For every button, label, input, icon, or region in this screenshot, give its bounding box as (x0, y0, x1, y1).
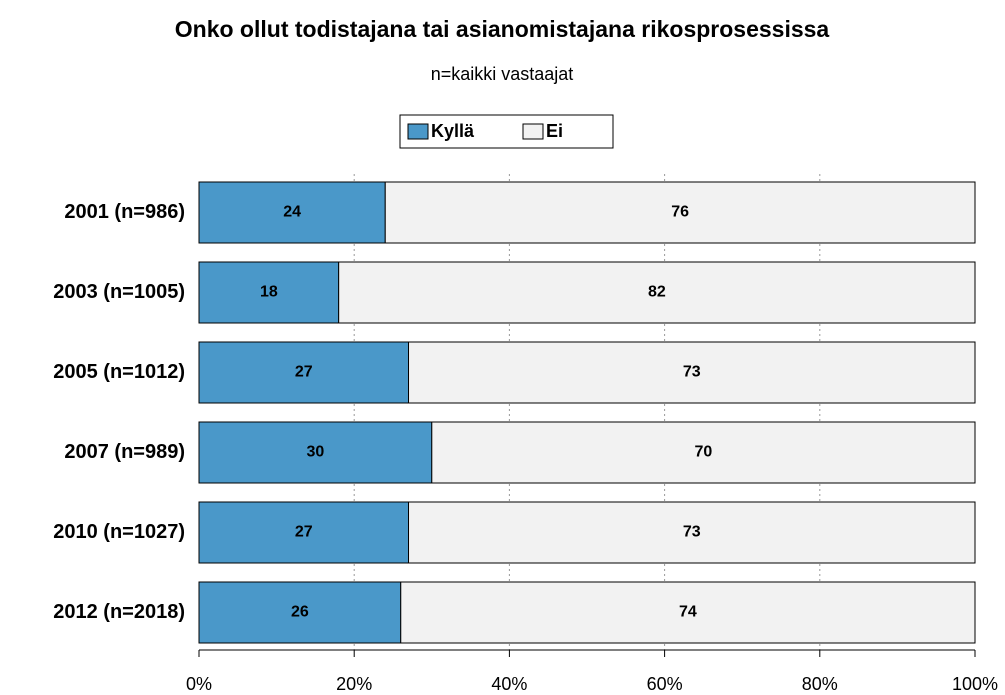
x-tick-label: 60% (647, 674, 683, 694)
data-label: 73 (683, 364, 701, 381)
data-label: 74 (679, 604, 697, 621)
bar-segment (198, 421, 433, 484)
x-tick-label: 80% (802, 674, 838, 694)
legend-box (399, 114, 614, 149)
data-label: 70 (695, 444, 713, 461)
y-tick-label: 2010 (n=1027) (53, 521, 185, 543)
bar-segment (198, 261, 340, 324)
y-tick-label: 2005 (n=1012) (53, 361, 185, 383)
data-label: 30 (307, 444, 325, 461)
y-tick-label: 2012 (n=2018) (53, 601, 185, 623)
legend-swatch (407, 123, 429, 140)
y-tick-label: 2007 (n=989) (64, 441, 185, 463)
y-tick-label: 2001 (n=986) (64, 201, 185, 223)
bar-segment (408, 501, 976, 564)
data-label: 26 (291, 604, 309, 621)
bar-segment (408, 341, 976, 404)
legend-label: Kyllä (431, 121, 475, 141)
x-tick-label: 100% (952, 674, 998, 694)
data-label: 82 (648, 284, 666, 301)
x-tick-label: 20% (336, 674, 372, 694)
chart-subtitle: n=kaikki vastaajat (431, 64, 574, 84)
bar-segment (431, 421, 976, 484)
legend-swatch (522, 123, 544, 140)
bar-segment (384, 181, 976, 244)
data-label: 18 (260, 284, 278, 301)
bar-segment (198, 181, 386, 244)
y-tick-label: 2003 (n=1005) (53, 281, 185, 303)
x-tick-label: 0% (186, 674, 212, 694)
data-label: 27 (295, 364, 313, 381)
legend-label: Ei (546, 121, 563, 141)
data-label: 76 (671, 204, 689, 221)
bar-segment (198, 581, 402, 644)
x-tick-label: 40% (491, 674, 527, 694)
data-label: 27 (295, 524, 313, 541)
bar-segment (338, 261, 976, 324)
chart-title: Onko ollut todistajana tai asianomistaja… (175, 16, 830, 42)
bar-segment (400, 581, 976, 644)
bar-segment (198, 501, 410, 564)
data-label: 73 (683, 524, 701, 541)
data-label: 24 (283, 204, 301, 221)
